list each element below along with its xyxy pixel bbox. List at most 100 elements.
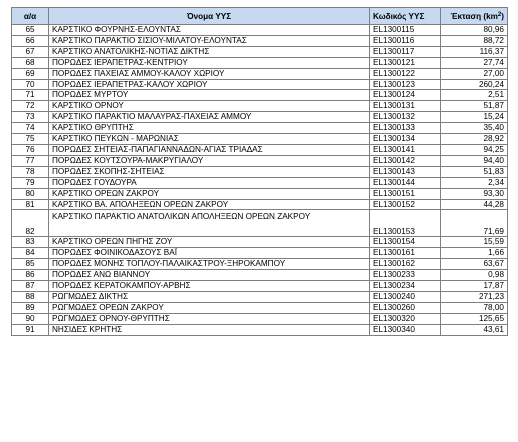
row-area: 80,96 (440, 24, 508, 36)
row-code: EL1300121 (369, 56, 441, 69)
row-code: EL1300233 (369, 269, 441, 282)
row-code: EL1300320 (369, 312, 441, 325)
table-row: 75 ΚΑΡΣΤΙΚΟ ΠΕΥΚΩΝ - ΜΑΡΩΝΙΑΣ EL1300134 28,… (11, 133, 508, 145)
row-area: 44,28 (440, 198, 508, 211)
header-number: α/α (11, 7, 49, 25)
row-number: 86 (11, 269, 49, 282)
row-name: ΚΑΡΣΤΙΚΟ ΠΑΡΑΚΤΙΟ ΜΑΛΑΥΡΑΣ-ΠΑΧΕΙΑΣ ΑΜΜΟΥ (48, 111, 370, 124)
row-area: 93,30 (440, 187, 508, 200)
row-area: 1,66 (440, 247, 508, 260)
row-area: 71,69 (440, 209, 508, 238)
row-number: 88 (11, 290, 49, 303)
row-area: 271,23 (440, 290, 508, 303)
row-code: EL1300152 (369, 198, 441, 211)
table-row: 86 ΠΟΡΩΔΕΣ ΑΝΩ ΒΙΑΝΝΟΥ EL1300233 0,98 (11, 269, 508, 282)
row-area: 88,72 (440, 34, 508, 47)
table-row: 72 ΚΑΡΣΤΙΚΟ ΟΡΝΟΥ EL1300131 51,87 (11, 100, 508, 113)
row-name: ΚΑΡΣΤΙΚΟ ΘΡΥΠΤΗΣ (48, 122, 370, 135)
row-number: 70 (11, 78, 49, 91)
row-name: ΠΟΡΩΔΕΣ ΣΗΤΕΙΑΣ-ΠΑΠΑΓΙΑΝΝΑΔΩΝ-ΑΓΙΑΣ ΤΡΙΑ… (48, 143, 370, 156)
row-area: 0,98 (440, 269, 508, 282)
row-number: 75 (11, 133, 49, 145)
row-number: 74 (11, 122, 49, 135)
row-name: ΠΟΡΩΔΕΣ ΜΥΡΤΟΥ (48, 89, 370, 102)
row-area: 43,61 (440, 323, 508, 336)
row-area: 27,00 (440, 67, 508, 80)
row-name: ΝΗΣΙΔΕΣ ΚΡΗΤΗΣ (48, 323, 370, 336)
row-number: 65 (11, 24, 49, 36)
row-area: 125,65 (440, 312, 508, 325)
row-code: EL1300131 (369, 100, 441, 113)
row-number: 71 (11, 89, 49, 102)
table-row: 69 ΠΟΡΩΔΕΣ ΠΑΧΕΙΑΣ ΑΜΜΟΥ-ΚΑΛΟΥ ΧΩΡΙΟΥ EL13… (11, 67, 508, 80)
row-number: 72 (11, 100, 49, 113)
row-name: ΚΑΡΣΤΙΚΟ ΦΟΥΡΝΗΣ-ΕΛΟΥΝΤΑΣ (48, 24, 370, 36)
row-code: EL1300260 (369, 301, 441, 314)
row-area: 51,87 (440, 100, 508, 113)
header-name: Όνομα ΥΥΣ (48, 7, 370, 25)
row-area: 78,00 (440, 301, 508, 314)
row-name: ΠΟΡΩΔΕΣ ΙΕΡΑΠΕΤΡΑΣ-ΚΑΛΟΥ ΧΩΡΙΟΥ (48, 78, 370, 91)
table-header-row: α/α Όνομα ΥΥΣ Κωδικός ΥΥΣ Έκταση (km2) (11, 7, 508, 25)
row-number: 69 (11, 67, 49, 80)
row-number: 77 (11, 154, 49, 167)
row-number: 82 (11, 209, 49, 238)
row-name: ΚΑΡΣΤΙΚΟ ΒΑ. ΑΠΟΛΗΞΕΩΝ ΟΡΕΩΝ ΖΑΚΡΟΥ (48, 198, 370, 211)
table-row: 78 ΠΟΡΩΔΕΣ ΣΚΟΠΗΣ-ΣΗΤΕΙΑΣ EL1300143 51,83 (11, 165, 508, 178)
table-row: 79 ΠΟΡΩΔΕΣ ΓΟΥΔΟΥΡΑ EL1300144 2,34 (11, 176, 508, 189)
row-name: ΚΑΡΣΤΙΚΟ ΠΑΡΑΚΤΙΟ ΣΙΣΙΟΥ-ΜΙΛΑΤΟΥ-ΕΛΟΥΝΤΑ… (48, 34, 370, 47)
row-code: EL1300151 (369, 187, 441, 200)
row-code: EL1300117 (369, 45, 441, 58)
table-row: 77 ΠΟΡΩΔΕΣ ΚΟΥΤΣΟΥΡΑ-ΜΑΚΡΥΓΙΑΛΟΥ EL1300142… (11, 154, 508, 167)
table-row: 70 ΠΟΡΩΔΕΣ ΙΕΡΑΠΕΤΡΑΣ-ΚΑΛΟΥ ΧΩΡΙΟΥ EL13001… (11, 78, 508, 91)
row-name: ΠΟΡΩΔΕΣ ΚΟΥΤΣΟΥΡΑ-ΜΑΚΡΥΓΙΑΛΟΥ (48, 154, 370, 167)
table-row: 81 ΚΑΡΣΤΙΚΟ ΒΑ. ΑΠΟΛΗΞΕΩΝ ΟΡΕΩΝ ΖΑΚΡΟΥ EL1… (11, 198, 508, 211)
header-area: Έκταση (km2) (440, 7, 508, 25)
row-name: ΠΟΡΩΔΕΣ ΚΕΡΑΤΟΚΑΜΠΟΥ-ΑΡΒΗΣ (48, 280, 370, 292)
row-code: EL1300143 (369, 165, 441, 178)
row-area: 63,67 (440, 258, 508, 271)
row-code: EL1300340 (369, 323, 441, 336)
table-row: 71 ΠΟΡΩΔΕΣ ΜΥΡΤΟΥ EL1300124 2,51 (11, 89, 508, 102)
row-name: ΡΩΓΜΩΔΕΣ ΟΡΕΩΝ ΖΑΚΡΟΥ (48, 301, 370, 314)
row-name: ΚΑΡΣΤΙΚΟ ΟΡΕΩΝ ΠΗΓΗΣ ΖΟΥ (48, 236, 370, 249)
row-code: EL1300162 (369, 258, 441, 271)
row-area: 94,25 (440, 143, 508, 156)
row-number: 84 (11, 247, 49, 260)
row-code: EL1300234 (369, 280, 441, 292)
row-name: ΡΩΓΜΩΔΕΣ ΟΡΝΟΥ-ΘΡΥΠΤΗΣ (48, 312, 370, 325)
row-number: 91 (11, 323, 49, 336)
table-row: 73 ΚΑΡΣΤΙΚΟ ΠΑΡΑΚΤΙΟ ΜΑΛΑΥΡΑΣ-ΠΑΧΕΙΑΣ ΑΜΜ… (11, 111, 508, 124)
row-area: 260,24 (440, 78, 508, 91)
row-name: ΠΟΡΩΔΕΣ ΣΚΟΠΗΣ-ΣΗΤΕΙΑΣ (48, 165, 370, 178)
row-area: 2,34 (440, 176, 508, 189)
row-name: ΚΑΡΣΤΙΚΟ ΑΝΑΤΟΛΙΚΗΣ-ΝΟΤΙΑΣ ΔΙΚΤΗΣ (48, 45, 370, 58)
row-code: EL1300240 (369, 290, 441, 303)
row-code: EL1300144 (369, 176, 441, 189)
row-area: 15,59 (440, 236, 508, 249)
table-row: 65 ΚΑΡΣΤΙΚΟ ΦΟΥΡΝΗΣ-ΕΛΟΥΝΤΑΣ EL1300115 80,9… (11, 24, 508, 36)
table-row: 84 ΠΟΡΩΔΕΣ ΦΟΙΝΙΚΟΔΑΣΟΥΣ ΒΑΪ EL1300161 1,66 (11, 247, 508, 260)
row-name: ΠΟΡΩΔΕΣ ΓΟΥΔΟΥΡΑ (48, 176, 370, 189)
row-code: EL1300122 (369, 67, 441, 80)
row-name: ΚΑΡΣΤΙΚΟ ΟΡΕΩΝ ΖΑΚΡΟΥ (48, 187, 370, 200)
row-number: 80 (11, 187, 49, 200)
row-code: EL1300154 (369, 236, 441, 249)
row-name: ΡΩΓΜΩΔΕΣ ΔΙΚΤΗΣ (48, 290, 370, 303)
header-area-close: ) (501, 11, 504, 21)
table-row: 91 ΝΗΣΙΔΕΣ ΚΡΗΤΗΣ EL1300340 43,61 (11, 323, 508, 336)
header-code: Κωδικός ΥΥΣ (369, 7, 441, 25)
header-area-superscript: 2 (497, 11, 502, 18)
row-area: 17,87 (440, 280, 508, 292)
row-number: 66 (11, 34, 49, 47)
row-number: 67 (11, 45, 49, 58)
row-code: EL1300153 (369, 209, 441, 238)
table-row: 80 ΚΑΡΣΤΙΚΟ ΟΡΕΩΝ ΖΑΚΡΟΥ EL1300151 93,30 (11, 187, 508, 200)
row-number: 81 (11, 198, 49, 211)
table-row: 88 ΡΩΓΜΩΔΕΣ ΔΙΚΤΗΣ EL1300240 271,23 (11, 290, 508, 303)
row-area: 2,51 (440, 89, 508, 102)
table-row: 83 ΚΑΡΣΤΙΚΟ ΟΡΕΩΝ ΠΗΓΗΣ ΖΟΥ EL1300154 15,59 (11, 236, 508, 249)
row-area: 15,24 (440, 111, 508, 124)
row-name: ΠΟΡΩΔΕΣ ΠΑΧΕΙΑΣ ΑΜΜΟΥ-ΚΑΛΟΥ ΧΩΡΙΟΥ (48, 67, 370, 80)
row-number: 90 (11, 312, 49, 325)
